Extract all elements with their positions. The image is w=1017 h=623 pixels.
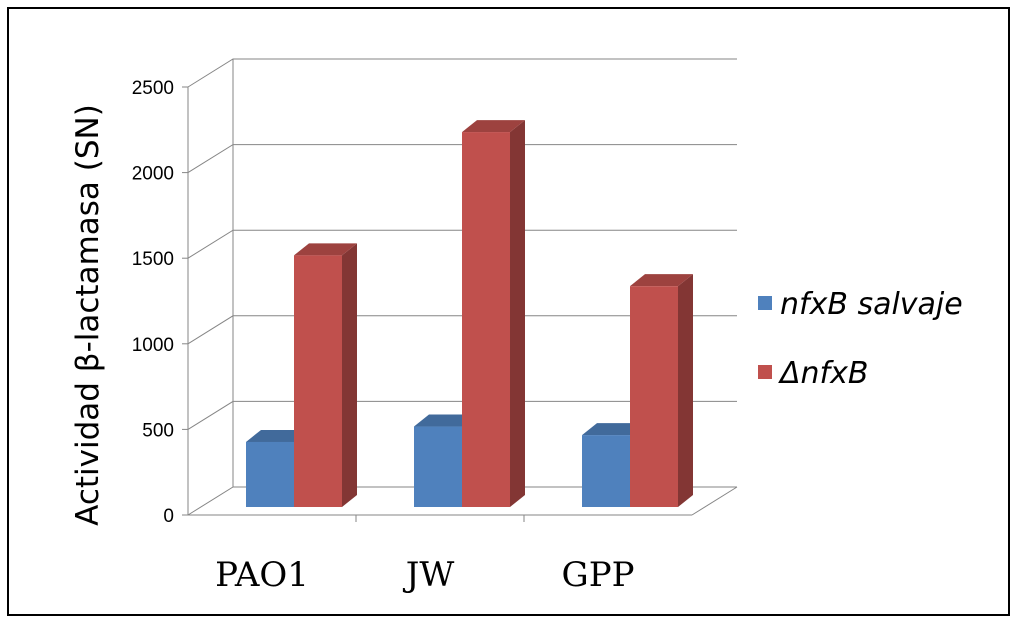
x-tick-label: PAO1: [215, 555, 309, 595]
bar-top: [462, 120, 525, 133]
bar-front: [246, 441, 294, 507]
bar-mutant-pao1: [294, 243, 357, 507]
gridline: [187, 144, 737, 174]
bar-top: [582, 423, 645, 436]
gridlines: [187, 58, 737, 516]
legend-swatch: [758, 296, 772, 310]
y-tick-label: 1000: [132, 335, 174, 356]
bar-mutant-gpp: [630, 274, 693, 507]
y-tick-label: 2000: [132, 164, 174, 185]
axis-labels: 0 500 1000 1500 2000 2500 PAO1 JW GPP: [132, 78, 635, 595]
legend-label: nfxB salvaje: [780, 287, 963, 322]
bar-top: [294, 243, 357, 256]
gridline: [187, 486, 737, 516]
gridline: [187, 400, 737, 430]
x-tick-label: JW: [403, 555, 455, 595]
floor-right-edge: [691, 486, 738, 516]
bar-front: [630, 286, 678, 507]
bar-front: [462, 132, 510, 507]
bar-mutant-jw: [462, 120, 525, 508]
y-axis-label: Actividad β-lactamasa (SN): [70, 104, 106, 526]
bar-top: [414, 414, 477, 427]
bar-top: [630, 274, 693, 287]
bar-front: [414, 426, 462, 507]
y-tick-label: 0: [163, 506, 174, 527]
gridline: [187, 58, 737, 88]
bar-side: [510, 120, 525, 508]
bar-side: [342, 243, 357, 507]
y-tick-label: 2500: [132, 78, 174, 99]
legend-swatch: [758, 365, 772, 379]
axes: [182, 86, 738, 522]
bar-front: [294, 255, 342, 507]
bars: [246, 120, 693, 508]
legend: nfxB salvaje ΔnfxB: [758, 287, 963, 391]
bar-side: [678, 274, 693, 507]
x-tick-label: GPP: [562, 555, 635, 595]
legend-label: ΔnfxB: [778, 356, 868, 391]
bar-top: [246, 429, 309, 442]
bar-front: [582, 435, 630, 507]
gridline: [187, 229, 737, 259]
y-tick-label: 500: [142, 420, 174, 441]
gridline: [187, 315, 737, 345]
y-tick-label: 1500: [132, 249, 174, 270]
